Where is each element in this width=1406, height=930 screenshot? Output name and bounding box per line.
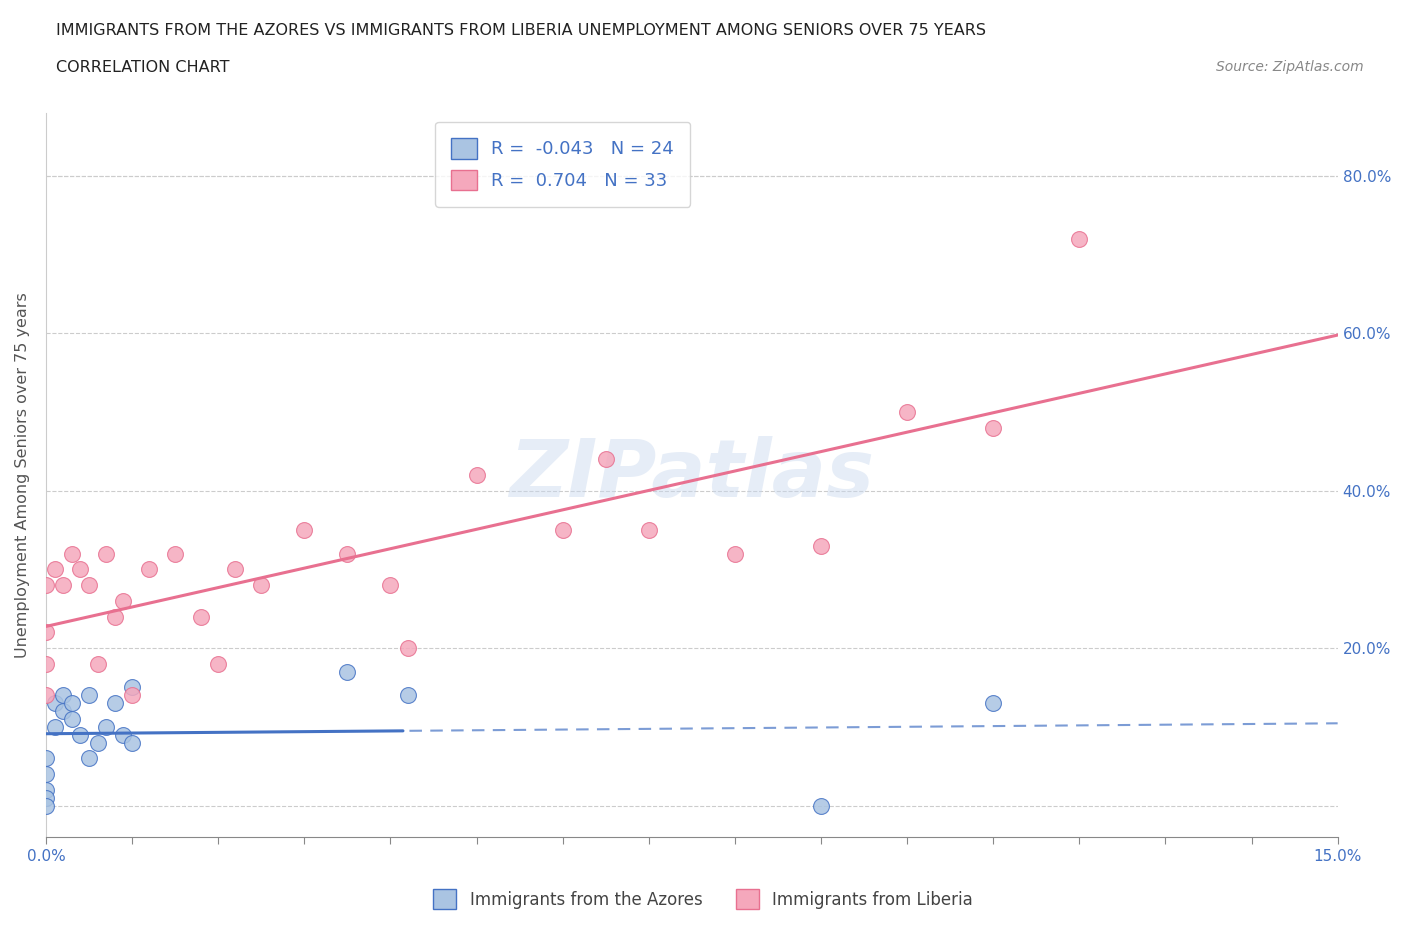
Point <box>896 405 918 419</box>
Legend: R =  -0.043   N = 24, R =  0.704   N = 33: R = -0.043 N = 24, R = 0.704 N = 33 <box>434 122 690 206</box>
Point <box>121 735 143 750</box>
Point <box>60 711 83 726</box>
Point <box>52 578 75 592</box>
Point <box>250 578 273 592</box>
Point <box>112 727 135 742</box>
Point <box>292 523 315 538</box>
Point <box>44 696 66 711</box>
Point <box>60 546 83 561</box>
Point <box>336 546 359 561</box>
Point <box>165 546 187 561</box>
Point <box>96 720 118 735</box>
Point <box>336 664 359 679</box>
Point <box>35 657 58 671</box>
Point <box>104 609 127 624</box>
Point <box>35 625 58 640</box>
Point <box>77 751 100 765</box>
Point <box>35 751 58 765</box>
Point <box>52 688 75 703</box>
Point <box>224 562 246 577</box>
Point <box>810 538 832 553</box>
Point <box>981 420 1004 435</box>
Point <box>595 452 617 467</box>
Point <box>77 688 100 703</box>
Point <box>35 798 58 813</box>
Point <box>69 727 91 742</box>
Point <box>52 704 75 719</box>
Point <box>380 578 402 592</box>
Point <box>86 735 108 750</box>
Point <box>69 562 91 577</box>
Legend: Immigrants from the Azores, Immigrants from Liberia: Immigrants from the Azores, Immigrants f… <box>425 881 981 917</box>
Point <box>44 562 66 577</box>
Point <box>121 688 143 703</box>
Point <box>138 562 160 577</box>
Point <box>1069 232 1091 246</box>
Point <box>77 578 100 592</box>
Point <box>981 696 1004 711</box>
Point <box>104 696 127 711</box>
Point <box>724 546 747 561</box>
Point <box>551 523 574 538</box>
Point <box>396 641 419 656</box>
Point <box>190 609 212 624</box>
Point <box>35 688 58 703</box>
Point <box>396 688 419 703</box>
Point <box>35 782 58 797</box>
Point <box>121 680 143 695</box>
Point <box>35 790 58 805</box>
Text: Source: ZipAtlas.com: Source: ZipAtlas.com <box>1216 60 1364 74</box>
Point <box>44 720 66 735</box>
Point <box>35 578 58 592</box>
Point <box>465 468 488 483</box>
Point <box>96 546 118 561</box>
Point <box>810 798 832 813</box>
Point <box>112 593 135 608</box>
Point <box>637 523 659 538</box>
Text: CORRELATION CHART: CORRELATION CHART <box>56 60 229 75</box>
Point <box>35 766 58 781</box>
Point <box>60 696 83 711</box>
Point <box>86 657 108 671</box>
Y-axis label: Unemployment Among Seniors over 75 years: Unemployment Among Seniors over 75 years <box>15 292 30 658</box>
Point <box>207 657 229 671</box>
Text: IMMIGRANTS FROM THE AZORES VS IMMIGRANTS FROM LIBERIA UNEMPLOYMENT AMONG SENIORS: IMMIGRANTS FROM THE AZORES VS IMMIGRANTS… <box>56 23 986 38</box>
Text: ZIPatlas: ZIPatlas <box>509 436 875 514</box>
